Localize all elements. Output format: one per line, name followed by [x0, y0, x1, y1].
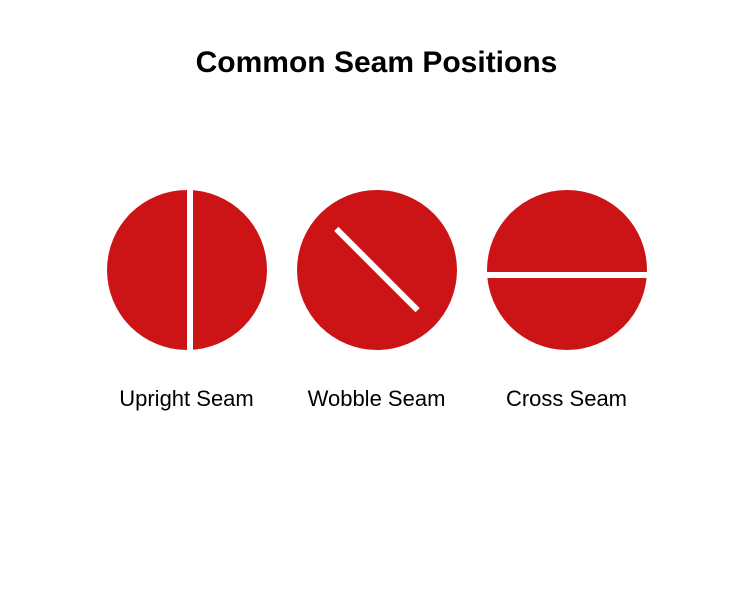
circle-upright [107, 190, 267, 350]
label-wobble: Wobble Seam [308, 386, 446, 412]
item-upright: Upright Seam [107, 190, 267, 412]
label-cross: Cross Seam [506, 386, 627, 412]
seam-cross [487, 272, 647, 278]
circle-cross [487, 190, 647, 350]
circle-wobble [297, 190, 457, 350]
ball-cross [487, 190, 647, 350]
item-cross: Cross Seam [487, 190, 647, 412]
page-title: Common Seam Positions [0, 46, 753, 80]
diagram-row: Upright Seam Wobble Seam Cross Seam [0, 190, 753, 412]
item-wobble: Wobble Seam [297, 190, 457, 412]
label-upright: Upright Seam [119, 386, 254, 412]
seam-upright [187, 190, 193, 350]
